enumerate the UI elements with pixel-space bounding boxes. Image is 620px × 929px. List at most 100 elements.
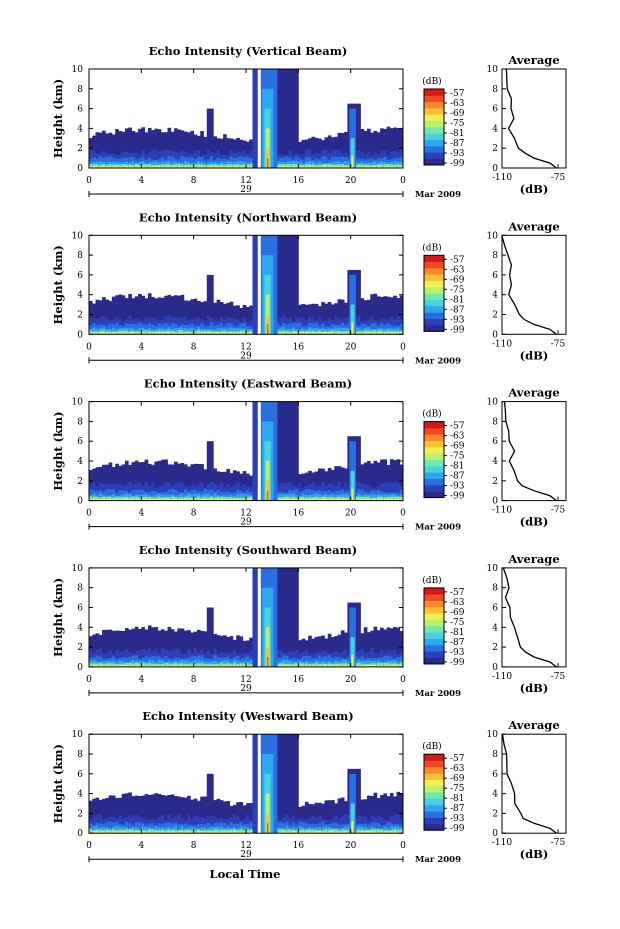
echo-cell <box>236 494 240 501</box>
colorbar-swatch <box>424 657 444 665</box>
echo-cell <box>383 459 388 501</box>
echo-cell <box>380 164 384 168</box>
echo-cell <box>170 496 175 501</box>
echo-cell <box>350 803 355 834</box>
echo-cell <box>206 497 211 501</box>
colorbar-swatch <box>424 293 444 301</box>
echo-cell <box>167 332 172 335</box>
x-tick-label: 8 <box>191 509 197 519</box>
echo-cell <box>232 665 237 667</box>
x-tick-label: 0 <box>86 841 92 851</box>
echo-cell <box>246 166 250 168</box>
echo-cell <box>219 831 224 834</box>
colorbar-swatch <box>424 600 444 608</box>
echo-cell <box>174 166 178 168</box>
echo-cell <box>295 494 299 501</box>
colorbar-swatch <box>424 146 444 153</box>
echo-cell <box>242 166 247 168</box>
colorbar-tick-label: -57 <box>450 255 465 265</box>
echo-cell <box>380 831 384 834</box>
echo-cell <box>314 166 319 168</box>
echo-cell <box>288 493 293 501</box>
y-tick-label: 2 <box>77 477 83 487</box>
average-y-tick-label: 4 <box>492 623 498 633</box>
echo-cell <box>360 464 365 501</box>
echo-cell <box>174 826 178 834</box>
echo-cell <box>357 269 361 335</box>
echo-cell <box>151 498 155 501</box>
echo-cell <box>232 166 237 168</box>
echo-cell <box>223 498 227 501</box>
echo-cell <box>246 662 250 667</box>
echo-cell <box>160 459 165 501</box>
echo-cell <box>118 831 123 834</box>
echo-cell <box>131 462 136 501</box>
colorbar-swatch <box>424 817 444 825</box>
echo-cell <box>347 665 352 667</box>
colorbar-tick-label: -69 <box>450 275 465 285</box>
average-y-tick-label: 10 <box>487 65 499 75</box>
echo-cell <box>363 300 368 335</box>
echo-cell <box>203 166 208 168</box>
echo-cell <box>196 163 201 168</box>
echo-cell <box>203 829 208 834</box>
echo-cell <box>344 814 348 834</box>
colorbar-swatch <box>424 434 444 441</box>
echo-cell <box>157 659 162 667</box>
echo-cell <box>164 149 168 168</box>
echo-cell <box>174 831 178 834</box>
echo-cell <box>344 493 348 501</box>
echo-cell <box>98 493 103 501</box>
echo-cell <box>138 128 142 168</box>
echo-cell <box>131 161 136 168</box>
echo-cell <box>138 628 142 667</box>
echo-cell <box>203 498 208 501</box>
echo-cell <box>167 795 172 834</box>
y-tick-label: 4 <box>77 457 83 467</box>
echo-cell <box>183 131 188 168</box>
echo-cell <box>115 332 119 335</box>
average-profile-line <box>505 68 557 169</box>
echo-cell <box>337 498 342 501</box>
echo-cell <box>226 138 231 168</box>
echo-cell <box>174 664 178 667</box>
echo-cell <box>210 665 214 667</box>
echo-cell <box>278 401 283 501</box>
colorbar-tick-label: -81 <box>450 462 465 472</box>
echo-cell <box>180 493 185 501</box>
echo-cell <box>360 799 365 834</box>
echo-cell <box>108 821 113 834</box>
echo-cell <box>128 497 132 501</box>
echo-cell <box>376 496 381 501</box>
echo-cell <box>134 460 139 501</box>
echo-cell <box>187 499 191 501</box>
colorbar-frame <box>423 587 445 665</box>
panel-title: Echo Intensity (Westward Beam) <box>142 709 353 723</box>
echo-cell <box>321 803 325 834</box>
echo-cell <box>108 323 113 335</box>
echo-cell <box>246 156 250 168</box>
echo-cell <box>216 166 221 168</box>
echo-cell <box>327 664 332 667</box>
echo-cell <box>285 664 289 667</box>
echo-cell <box>196 498 201 501</box>
colorbar-swatch <box>424 587 444 595</box>
colorbar-tick-label: -93 <box>450 814 465 824</box>
echo-cell <box>314 498 319 501</box>
echo-cell <box>380 795 384 834</box>
echo-cell <box>367 164 371 168</box>
echo-cell <box>102 130 106 168</box>
panel-3: Echo Intensity (Southward Beam) 0 2 4 6 8 10 He… <box>51 543 567 699</box>
colorbar-swatch <box>424 484 444 492</box>
echo-cell <box>317 655 322 667</box>
colorbar-swatch <box>424 255 444 263</box>
echo-cell <box>177 814 181 834</box>
echo-cell <box>131 130 136 168</box>
echo-cell <box>317 316 322 335</box>
echo-cell <box>347 768 352 834</box>
echo-cell <box>187 466 191 501</box>
echo-cell <box>370 647 374 667</box>
colorbar-swatch <box>424 773 444 780</box>
echo-cell <box>370 166 374 168</box>
